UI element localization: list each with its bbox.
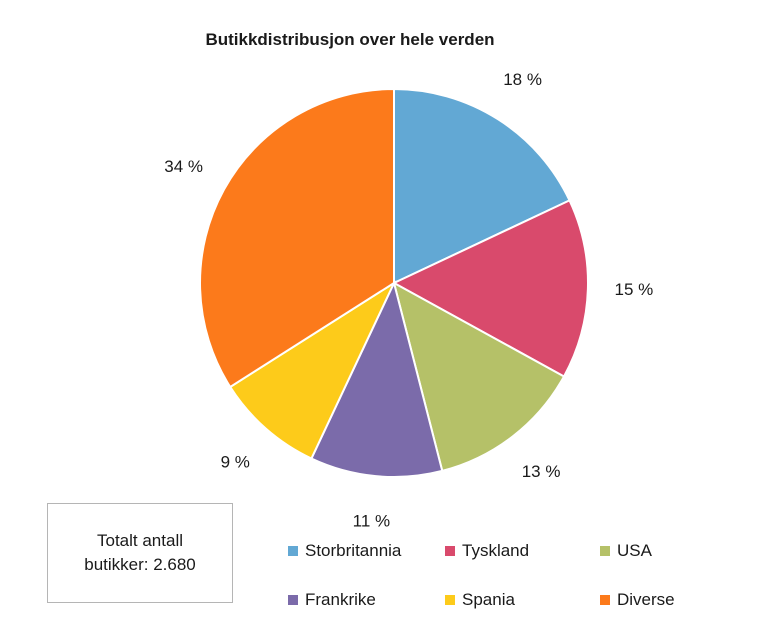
pie-slice-usa (392, 281, 566, 473)
legend-item-usa: USA (600, 541, 652, 561)
legend-swatch (600, 546, 610, 556)
legend-swatch (288, 546, 298, 556)
pie-label-usa: 13 % (522, 462, 561, 481)
legend-label: USA (617, 541, 652, 560)
pie-label-diverse: 34 % (164, 157, 203, 176)
legend-item-tyskland: Tyskland (445, 541, 529, 561)
pie-label-tyskland: 15 % (615, 280, 654, 299)
chart-title: Butikkdistribusjon over hele verden (205, 30, 495, 49)
pie-label-spania: 9 % (221, 453, 250, 472)
total-stores-box: Totalt antall butikker: 2.680 (47, 503, 233, 603)
pie-slice-diverse (199, 87, 395, 389)
legend-item-diverse: Diverse (600, 590, 675, 610)
total-stores-line1: Totalt antall (97, 531, 183, 550)
pie-slice-frankrike (310, 280, 444, 478)
pie-labels: 18 % 15 % 13 % 11 % 9 % 34 % (164, 70, 653, 531)
legend-item-storbritannia: Storbritannia (288, 541, 401, 561)
legend-swatch (600, 595, 610, 605)
legend-label: Storbritannia (305, 541, 402, 560)
legend-item-frankrike: Frankrike (288, 590, 376, 610)
pie-label-storbritannia: 18 % (503, 70, 542, 89)
legend-swatch (445, 546, 455, 556)
pie-slice-spania (228, 280, 397, 460)
pie-slice-storbritannia (393, 87, 571, 285)
pie-label-frankrike: 11 % (353, 511, 391, 530)
legend-label: Spania (462, 590, 515, 609)
total-stores-line2: butikker: 2.680 (84, 555, 196, 574)
legend-item-spania: Spania (445, 590, 515, 610)
legend-label: Diverse (617, 590, 675, 609)
pie-slice-tyskland (391, 199, 589, 378)
legend-swatch (445, 595, 455, 605)
legend-label: Tyskland (462, 541, 530, 560)
legend-swatch (288, 595, 298, 605)
pie-slices (199, 87, 589, 478)
legend-label: Frankrike (305, 590, 376, 609)
